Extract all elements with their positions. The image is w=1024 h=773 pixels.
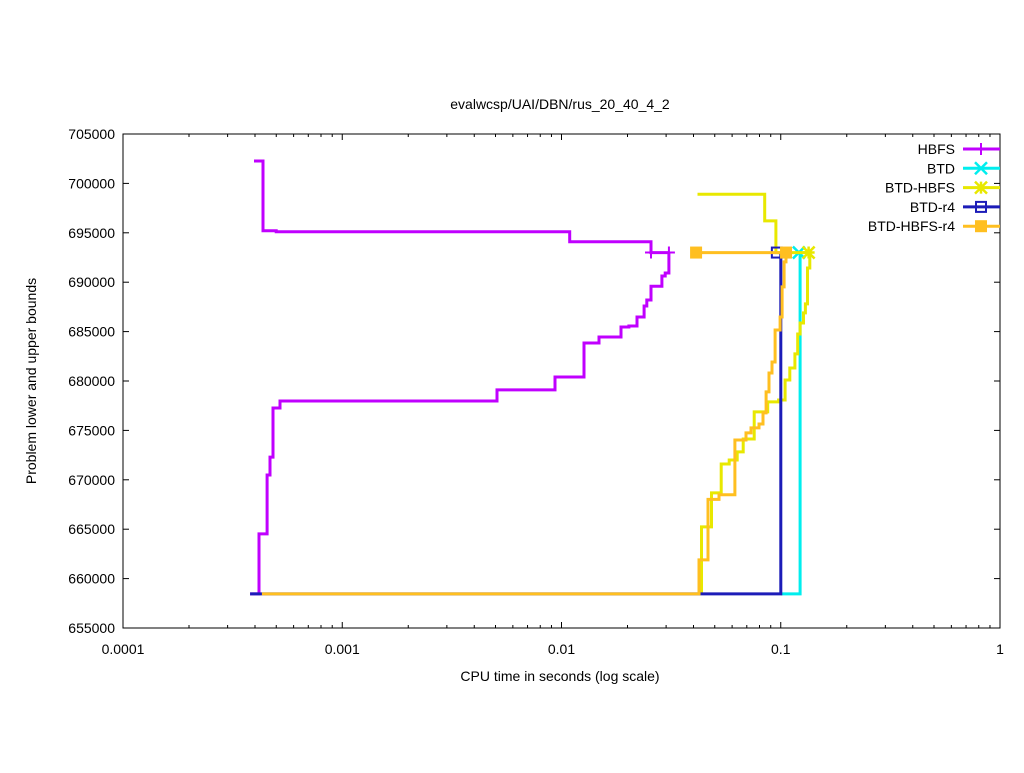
x-tick-label: 0.001 [325,641,360,657]
square-mark [690,246,703,259]
legend-item: BTD-r4 [910,199,1000,215]
y-tick-label: 660000 [68,571,115,587]
legend-item: BTD-HBFS-r4 [868,218,1000,234]
upper-bound-line [697,192,809,255]
square-filled-marker-icon [780,246,793,259]
y-tick-label: 680000 [68,373,115,389]
y-tick-label: 695000 [68,225,115,241]
y-tick-label: 665000 [68,521,115,537]
square-open-marker-icon [975,200,987,213]
lower-bound-line [261,252,788,596]
lower-bound-line [780,252,802,596]
plus-marker-icon [975,143,987,155]
plot-frame [122,133,1001,629]
x-tick-label: 0.1 [771,641,791,657]
axis-ticks: 655000 660000 665000 670000 675000 680000 6850… [68,126,1004,657]
lower-bound-line [250,252,671,596]
x-tick-label: 0.0001 [102,641,145,657]
legend-label: HBFS [918,141,955,157]
y-tick-label: 705000 [68,126,115,142]
legend-item: HBFS [918,141,1000,157]
plus-mark [975,143,987,155]
plot-area [250,159,816,596]
star-mark [974,180,988,195]
y-tick-label: 685000 [68,324,115,340]
x-axis-label: CPU time in seconds (log scale) [460,668,659,684]
legend-item: BTD [927,160,1000,176]
plus-mark [662,246,675,259]
square-filled-marker-icon [975,220,987,233]
plus-marker-icon [645,246,658,259]
y-axis-label: Problem lower and upper bounds [23,278,39,484]
cross-marker-icon [974,161,988,176]
y-tick-label: 690000 [68,274,115,290]
plus-mark [645,246,658,259]
square-mark [780,246,793,259]
square-mark [975,200,987,213]
x-tick-label: 1 [996,641,1004,657]
series-btd-hbfs-r4 [261,246,793,596]
series-btd [780,245,806,596]
square-filled-marker-icon [690,246,703,259]
series-hbfs [250,159,675,596]
y-tick-label: 675000 [68,422,115,438]
legend-label: BTD-HBFS [885,180,955,196]
legend: HBFS BTD BTD-HBFS BTD-r4 BTD-HBFS-r4 [868,141,1000,234]
x-tick-label: 0.01 [548,641,575,657]
star-mark [801,245,816,260]
star-marker-icon [801,245,816,260]
star-marker-icon [974,180,988,195]
legend-label: BTD-r4 [910,199,955,215]
y-tick-label: 655000 [68,620,115,636]
square-mark [975,220,987,233]
lower-bound-line [700,252,812,594]
cross-mark [974,161,988,176]
chart-title: evalwcsp/UAI/DBN/rus_20_40_4_2 [450,96,670,112]
plus-marker-icon [662,246,675,259]
y-tick-label: 700000 [68,175,115,191]
legend-label: BTD-HBFS-r4 [868,218,955,234]
legend-item: BTD-HBFS [885,180,1000,196]
y-tick-label: 670000 [68,472,115,488]
upper-bound-line [254,159,669,255]
legend-label: BTD [927,160,955,176]
